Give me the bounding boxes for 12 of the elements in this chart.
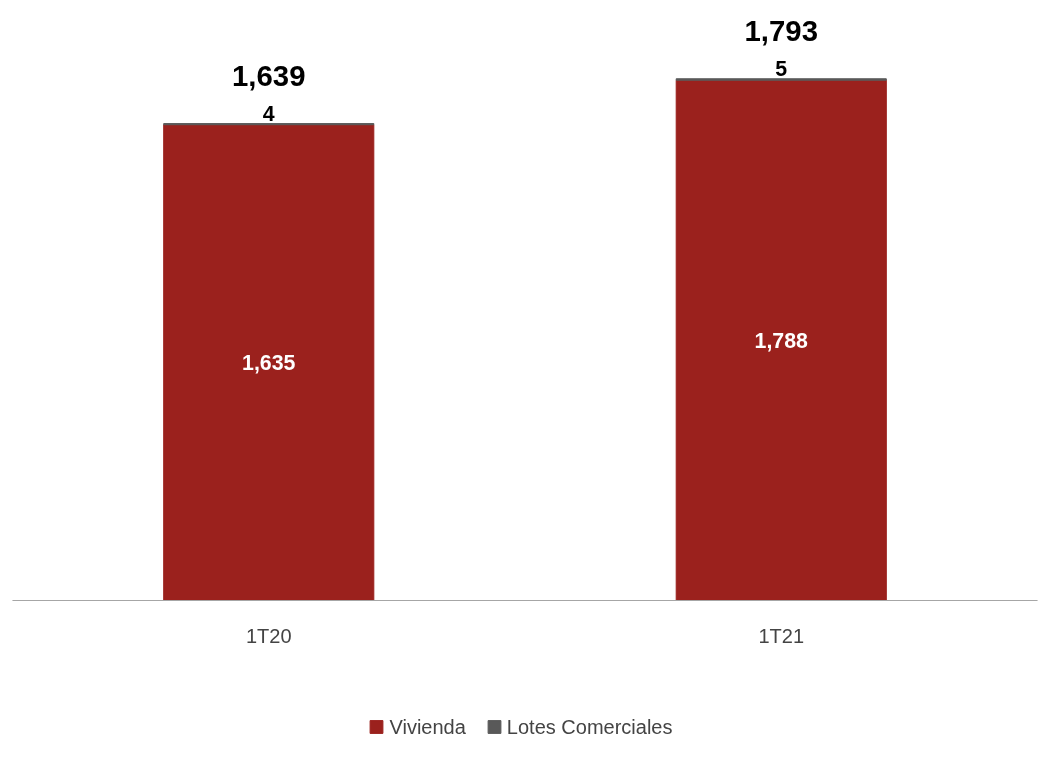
x-tick-label: 1T21 — [758, 624, 805, 647]
data-label: 4 — [262, 101, 275, 126]
legend-label: Lotes Comerciales — [506, 715, 673, 738]
total-label: 1,793 — [744, 13, 818, 47]
bar — [675, 79, 887, 601]
x-tick-label: 1T20 — [245, 624, 292, 647]
data-label: 1,635 — [242, 351, 296, 376]
bar — [163, 124, 375, 601]
data-label: 1,788 — [754, 328, 809, 353]
legend-label: Vivienda — [389, 715, 466, 738]
data-label: 5 — [775, 56, 788, 81]
total-label: 1,639 — [232, 58, 306, 92]
